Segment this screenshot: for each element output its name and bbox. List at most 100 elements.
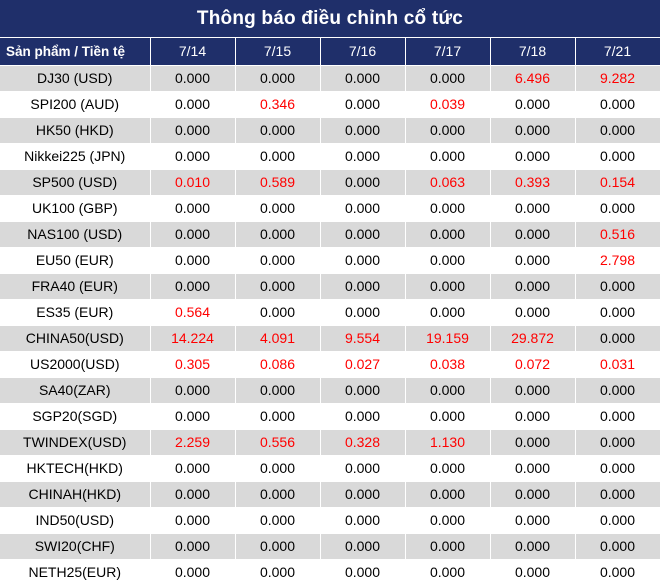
dividend-table: Sản phẩm / Tiền tệ 7/14 7/15 7/16 7/17 7… [0, 38, 660, 586]
value-cell: 0.000 [575, 377, 660, 404]
table-row: NAS100 (USD) 0.000 0.000 0.000 0.000 0.000 0.5… [0, 221, 660, 248]
table-row: CHINAH(HKD) 0.000 0.000 0.000 0.000 0.000 0.00… [0, 481, 660, 508]
value-cell: 0.000 [490, 377, 576, 404]
value-cell: 0.000 [320, 403, 406, 430]
value-cell: 0.000 [490, 429, 576, 456]
value-cell: 0.154 [575, 169, 660, 196]
product-cell: SWI20(CHF) [0, 533, 151, 560]
value-cell: 0.000 [235, 117, 321, 144]
value-cell: 0.038 [405, 351, 491, 378]
value-cell: 0.000 [575, 299, 660, 326]
value-cell: 0.000 [405, 117, 491, 144]
table-row: SGP20(SGD) 0.000 0.000 0.000 0.000 0.000 0.000 [0, 403, 660, 430]
value-cell: 6.496 [490, 65, 576, 92]
value-cell: 0.000 [320, 273, 406, 300]
value-cell: 0.000 [235, 559, 321, 586]
product-cell: UK100 (GBP) [0, 195, 151, 222]
value-cell: 0.000 [575, 91, 660, 118]
value-cell: 0.000 [490, 143, 576, 170]
value-cell: 0.000 [320, 559, 406, 586]
column-header-product: Sản phẩm / Tiền tệ [0, 38, 151, 66]
value-cell: 0.000 [490, 455, 576, 482]
value-cell: 0.000 [235, 403, 321, 430]
value-cell: 0.000 [575, 481, 660, 508]
value-cell: 0.000 [575, 325, 660, 352]
value-cell: 0.000 [150, 221, 236, 248]
value-cell: 0.000 [150, 65, 236, 92]
table-row: DJ30 (USD) 0.000 0.000 0.000 0.000 6.496 9.282 [0, 65, 660, 92]
value-cell: 0.000 [320, 481, 406, 508]
value-cell: 0.000 [320, 507, 406, 534]
value-cell: 0.000 [150, 143, 236, 170]
product-cell: SA40(ZAR) [0, 377, 151, 404]
value-cell: 0.000 [150, 559, 236, 586]
value-cell: 0.000 [235, 247, 321, 274]
value-cell: 0.000 [320, 299, 406, 326]
value-cell: 2.259 [150, 429, 236, 456]
value-cell: 0.000 [320, 169, 406, 196]
product-cell: CHINAH(HKD) [0, 481, 151, 508]
value-cell: 0.000 [150, 195, 236, 222]
value-cell: 0.000 [150, 91, 236, 118]
table-row: SA40(ZAR) 0.000 0.000 0.000 0.000 0.000 0.000 [0, 377, 660, 404]
value-cell: 0.000 [235, 195, 321, 222]
value-cell: 0.000 [405, 377, 491, 404]
column-header-date: 7/14 [150, 38, 236, 66]
column-header-date: 7/15 [235, 38, 321, 66]
product-cell: ES35 (EUR) [0, 299, 151, 326]
value-cell: 0.000 [405, 559, 491, 586]
table-row: SP500 (USD) 0.010 0.589 0.000 0.063 0.393 0.15… [0, 169, 660, 196]
column-header-date: 7/18 [490, 38, 576, 66]
value-cell: 0.000 [320, 195, 406, 222]
value-cell: 0.000 [405, 403, 491, 430]
table-row: SPI200 (AUD) 0.000 0.346 0.000 0.039 0.000 0.0… [0, 91, 660, 118]
table-row: FRA40 (EUR) 0.000 0.000 0.000 0.000 0.000 0.00… [0, 273, 660, 300]
value-cell: 0.000 [320, 65, 406, 92]
value-cell: 0.000 [150, 481, 236, 508]
value-cell: 0.000 [150, 273, 236, 300]
value-cell: 0.000 [150, 117, 236, 144]
product-cell: US2000(USD) [0, 351, 151, 378]
value-cell: 0.000 [575, 117, 660, 144]
value-cell: 0.031 [575, 351, 660, 378]
table-row: UK100 (GBP) 0.000 0.000 0.000 0.000 0.000 0.00… [0, 195, 660, 222]
header-row: Sản phẩm / Tiền tệ 7/14 7/15 7/16 7/17 7… [0, 38, 660, 66]
value-cell: 0.000 [575, 507, 660, 534]
value-cell: 0.000 [490, 247, 576, 274]
value-cell: 0.000 [405, 507, 491, 534]
value-cell: 0.000 [320, 247, 406, 274]
value-cell: 0.000 [575, 195, 660, 222]
product-cell: Nikkei225 (JPN) [0, 143, 151, 170]
value-cell: 0.000 [320, 221, 406, 248]
value-cell: 0.000 [235, 143, 321, 170]
value-cell: 0.000 [235, 65, 321, 92]
value-cell: 0.000 [320, 455, 406, 482]
value-cell: 0.000 [320, 117, 406, 144]
value-cell: 0.000 [575, 403, 660, 430]
value-cell: 0.000 [150, 507, 236, 534]
table-row: IND50(USD) 0.000 0.000 0.000 0.000 0.000 0.000 [0, 507, 660, 534]
value-cell: 0.000 [490, 403, 576, 430]
value-cell: 0.393 [490, 169, 576, 196]
table-row: EU50 (EUR) 0.000 0.000 0.000 0.000 0.000 2.798 [0, 247, 660, 274]
value-cell: 0.305 [150, 351, 236, 378]
value-cell: 0.000 [490, 299, 576, 326]
table-row: HKTECH(HKD) 0.000 0.000 0.000 0.000 0.000 0.00… [0, 455, 660, 482]
value-cell: 0.000 [405, 65, 491, 92]
table-row: TWINDEX(USD) 2.259 0.556 0.328 1.130 0.000 0.0… [0, 429, 660, 456]
value-cell: 0.000 [320, 91, 406, 118]
value-cell: 0.000 [490, 195, 576, 222]
table-row: NETH25(EUR) 0.000 0.000 0.000 0.000 0.000 0.00… [0, 559, 660, 586]
value-cell: 9.282 [575, 65, 660, 92]
value-cell: 0.000 [490, 221, 576, 248]
value-cell: 0.000 [235, 221, 321, 248]
column-header-date: 7/17 [405, 38, 491, 66]
product-cell: DJ30 (USD) [0, 65, 151, 92]
value-cell: 2.798 [575, 247, 660, 274]
value-cell: 0.000 [320, 533, 406, 560]
product-cell: TWINDEX(USD) [0, 429, 151, 456]
value-cell: 0.000 [235, 377, 321, 404]
value-cell: 0.027 [320, 351, 406, 378]
value-cell: 0.000 [405, 481, 491, 508]
value-cell: 0.000 [490, 91, 576, 118]
